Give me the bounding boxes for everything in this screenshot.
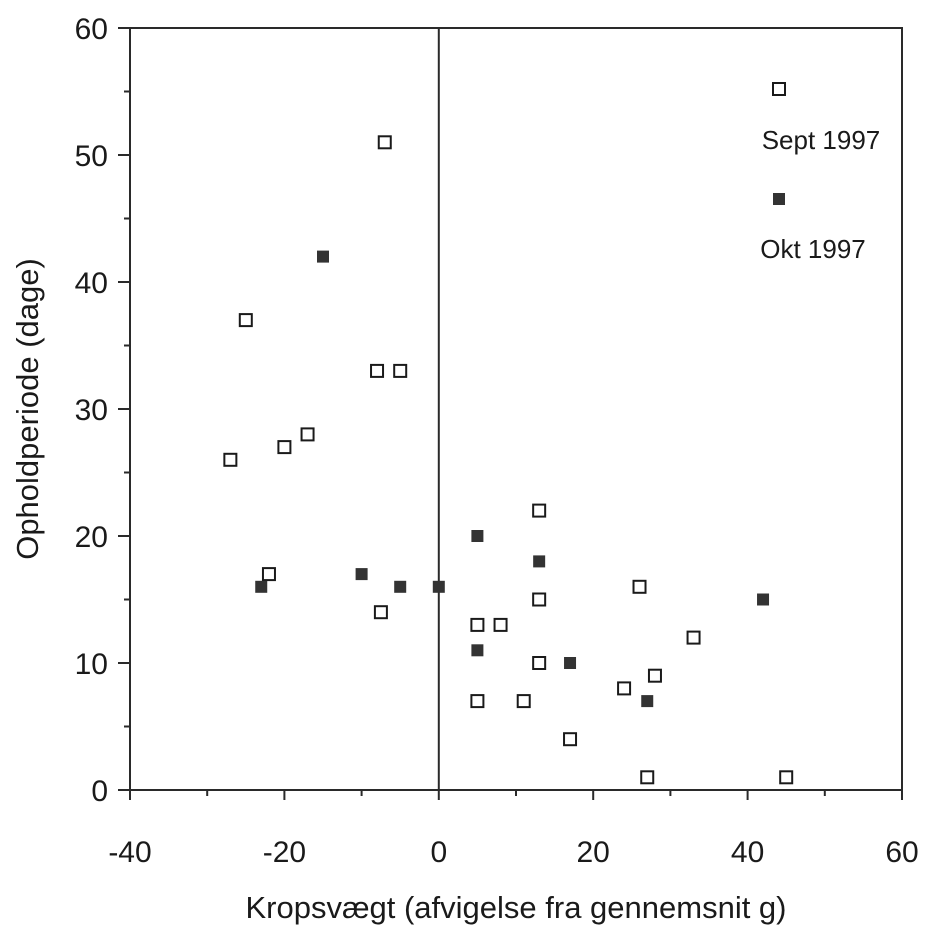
- x-tick-label: -40: [108, 836, 151, 869]
- data-point-sept-1997: [632, 579, 647, 594]
- x-tick-label: 60: [885, 836, 918, 869]
- data-point-sept-1997: [532, 503, 547, 518]
- data-point-sept-1997: [377, 135, 392, 150]
- y-tick-label: 50: [75, 140, 108, 173]
- legend: Sept 1997 Okt 1997: [760, 82, 881, 264]
- y-tick-label: 0: [91, 775, 108, 808]
- data-point-sept-1997: [516, 694, 531, 709]
- data-point-sept-1997: [370, 363, 385, 378]
- data-point-okt-1997: [255, 580, 268, 593]
- data-point-sept-1997: [493, 617, 508, 632]
- data-point-sept-1997: [261, 567, 276, 582]
- data-point-sept-1997: [277, 440, 292, 455]
- data-point-sept-1997: [470, 694, 485, 709]
- y-tick-label: 20: [75, 521, 108, 554]
- data-point-sept-1997: [686, 630, 701, 645]
- data-point-sept-1997: [393, 363, 408, 378]
- legend-label-okt-1997: Okt 1997: [760, 234, 866, 264]
- data-point-okt-1997: [757, 593, 770, 606]
- data-point-okt-1997: [432, 580, 445, 593]
- data-point-okt-1997: [355, 568, 368, 581]
- y-axis-title: Opholdperiode (dage): [10, 258, 45, 560]
- x-axis-title: Kropsvægt (afvigelse fra gennemsnit g): [245, 890, 786, 925]
- y-tick-label: 10: [75, 648, 108, 681]
- y-tick-label: 30: [75, 394, 108, 427]
- data-point-sept-1997: [532, 656, 547, 670]
- legend-marker-sept-1997: [772, 82, 786, 96]
- data-point-sept-1997: [223, 452, 238, 467]
- data-point-sept-1997: [373, 605, 388, 620]
- data-point-okt-1997: [471, 644, 484, 657]
- y-tick-label: 60: [75, 13, 108, 46]
- data-point-okt-1997: [641, 695, 654, 708]
- x-axis: -40 -20 0 20 40 60: [108, 790, 919, 869]
- x-tick-label: 40: [731, 836, 764, 869]
- data-point-sept-1997: [470, 617, 485, 632]
- data-point-okt-1997: [317, 250, 329, 263]
- data-point-sept-1997: [617, 681, 632, 696]
- data-point-okt-1997: [533, 555, 546, 568]
- data-point-sept-1997: [563, 732, 578, 747]
- data-point-sept-1997: [647, 668, 662, 683]
- data-point-sept-1997: [238, 313, 253, 328]
- x-tick-label: 0: [430, 836, 447, 869]
- data-points: [223, 135, 794, 785]
- y-axis: 0 10 20 30 40 50 60: [75, 13, 130, 808]
- x-tick-label: -20: [263, 836, 306, 869]
- y-tick-label: 40: [75, 267, 108, 300]
- x-tick-label: 20: [577, 836, 610, 869]
- data-point-sept-1997: [640, 770, 655, 785]
- legend-marker-okt-1997: [773, 193, 785, 205]
- legend-label-sept-1997: Sept 1997: [762, 125, 881, 155]
- data-point-okt-1997: [471, 530, 484, 542]
- data-point-okt-1997: [394, 580, 407, 593]
- data-point-sept-1997: [300, 427, 315, 442]
- data-point-sept-1997: [779, 770, 794, 785]
- data-point-sept-1997: [532, 592, 547, 607]
- data-point-okt-1997: [564, 657, 577, 669]
